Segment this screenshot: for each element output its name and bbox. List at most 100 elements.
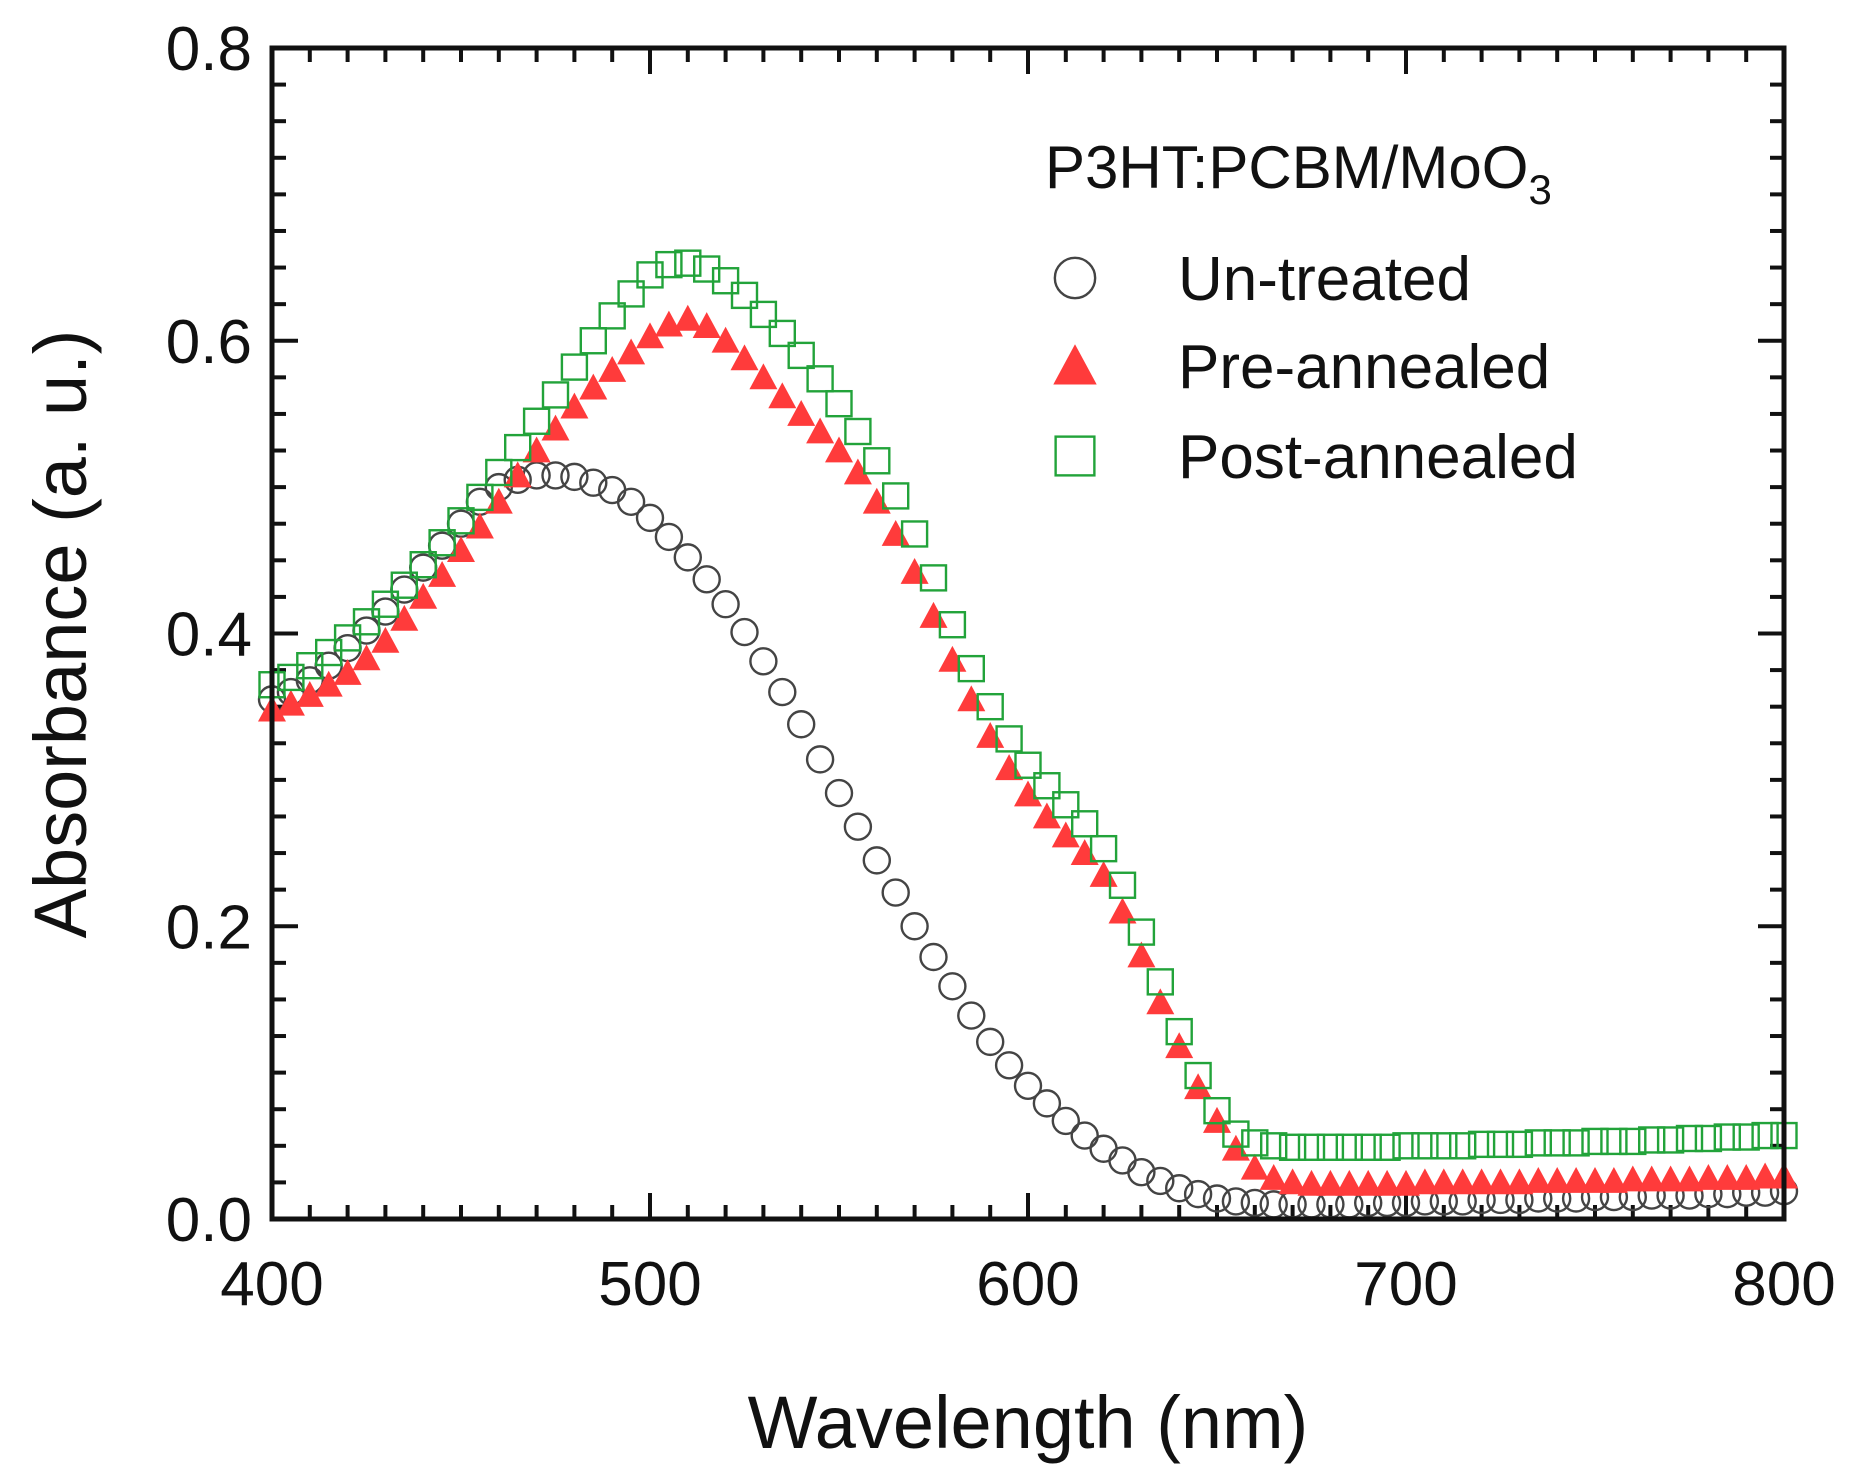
data-point [485,458,513,487]
x-axis-title: Wavelength (nm) [748,1381,1309,1464]
data-point [333,659,362,685]
data-point [673,304,702,331]
data-point [1014,780,1042,807]
data-point [957,654,985,683]
legend-marker-pre-annealed [1053,344,1097,385]
data-point [1675,1124,1704,1153]
data-point [617,280,645,308]
data-point [333,624,362,652]
data-point [862,846,891,875]
data-point [1656,1126,1685,1154]
data-point [749,647,778,676]
data-point [1543,1166,1572,1193]
data-point [1259,1164,1288,1190]
data-point [1543,1129,1571,1157]
data-point [825,436,853,463]
data-point [1184,1061,1212,1090]
data-point [1222,1120,1250,1148]
data-point [314,670,343,697]
data-point [1183,1179,1213,1209]
data-point [1259,1132,1288,1160]
data-point [806,365,834,393]
data-point [1732,1123,1760,1151]
data-point [428,560,457,587]
data-point [541,381,570,409]
data-point [1070,1121,1099,1150]
data-point [1108,897,1137,924]
data-point [504,433,532,462]
data-point [768,677,797,707]
data-point [1505,1130,1534,1159]
data-point [919,564,948,592]
data-point [1127,1157,1156,1187]
data-point [1392,1169,1420,1196]
data-point [900,912,929,941]
data-point [276,689,305,716]
data-point [1430,1132,1458,1160]
legend: P3HT:PCBM/MoO3 Un-treated Pre-annealed Pos… [1045,134,1578,492]
data-point [1297,1133,1326,1161]
data-point [579,468,608,497]
y-tick-label: 0.6 [166,308,252,377]
data-point [1656,1165,1685,1192]
data-point [1164,1174,1194,1203]
data-point [654,522,684,552]
data-point [1108,871,1137,899]
data-point [674,249,702,277]
data-point [1411,1132,1439,1160]
data-point [1165,1017,1193,1046]
data-point [371,590,400,618]
y-tick-label: 0.4 [166,601,252,670]
data-point [560,353,589,381]
data-point [1373,1133,1401,1161]
data-point [1751,1162,1780,1189]
data-point [1524,1166,1553,1193]
data-point [352,644,381,671]
data-point [560,462,589,492]
data-point [1240,1188,1270,1218]
data-point [749,300,778,329]
data-point [1448,1132,1477,1160]
data-point [1089,834,1118,863]
data-point [409,582,438,609]
data-point [1335,1133,1364,1161]
data-point [1032,1089,1062,1118]
plot-frame [269,45,1787,1222]
data-point [919,942,948,972]
data-point [1392,1132,1420,1160]
data-point [390,571,418,599]
data-point [1448,1168,1477,1195]
data-point [1713,1123,1742,1151]
y-tick-label: 0.2 [166,893,252,962]
data-point [371,626,400,653]
data-point [994,1051,1024,1080]
data-point [900,520,929,548]
legend-label: Un-treated [1178,245,1471,314]
data-point [635,503,665,533]
data-point [1619,1127,1647,1156]
data-point [1316,1169,1345,1196]
data-point [1278,1168,1307,1195]
data-point [976,692,1004,721]
data-point [428,529,456,557]
data-point [957,1001,986,1030]
data-point [711,326,740,353]
data-point [1241,1129,1269,1157]
data-point [1052,791,1080,819]
legend-marker-un-treated [1053,256,1097,300]
data-point [1410,1168,1439,1195]
data-point [560,392,589,419]
data-point [844,417,872,446]
data-point [1467,1168,1496,1195]
data-point [1637,1165,1666,1192]
data-point [1505,1168,1534,1195]
data-point [843,812,873,841]
data-point [806,417,835,444]
data-point [1373,1169,1402,1196]
data-point [598,356,627,382]
data-point [787,399,816,426]
y-tick-label: 0.0 [166,1186,252,1255]
data-point [1562,1166,1591,1193]
legend-marker-post-annealed [1054,435,1096,477]
data-point [1013,1071,1043,1100]
